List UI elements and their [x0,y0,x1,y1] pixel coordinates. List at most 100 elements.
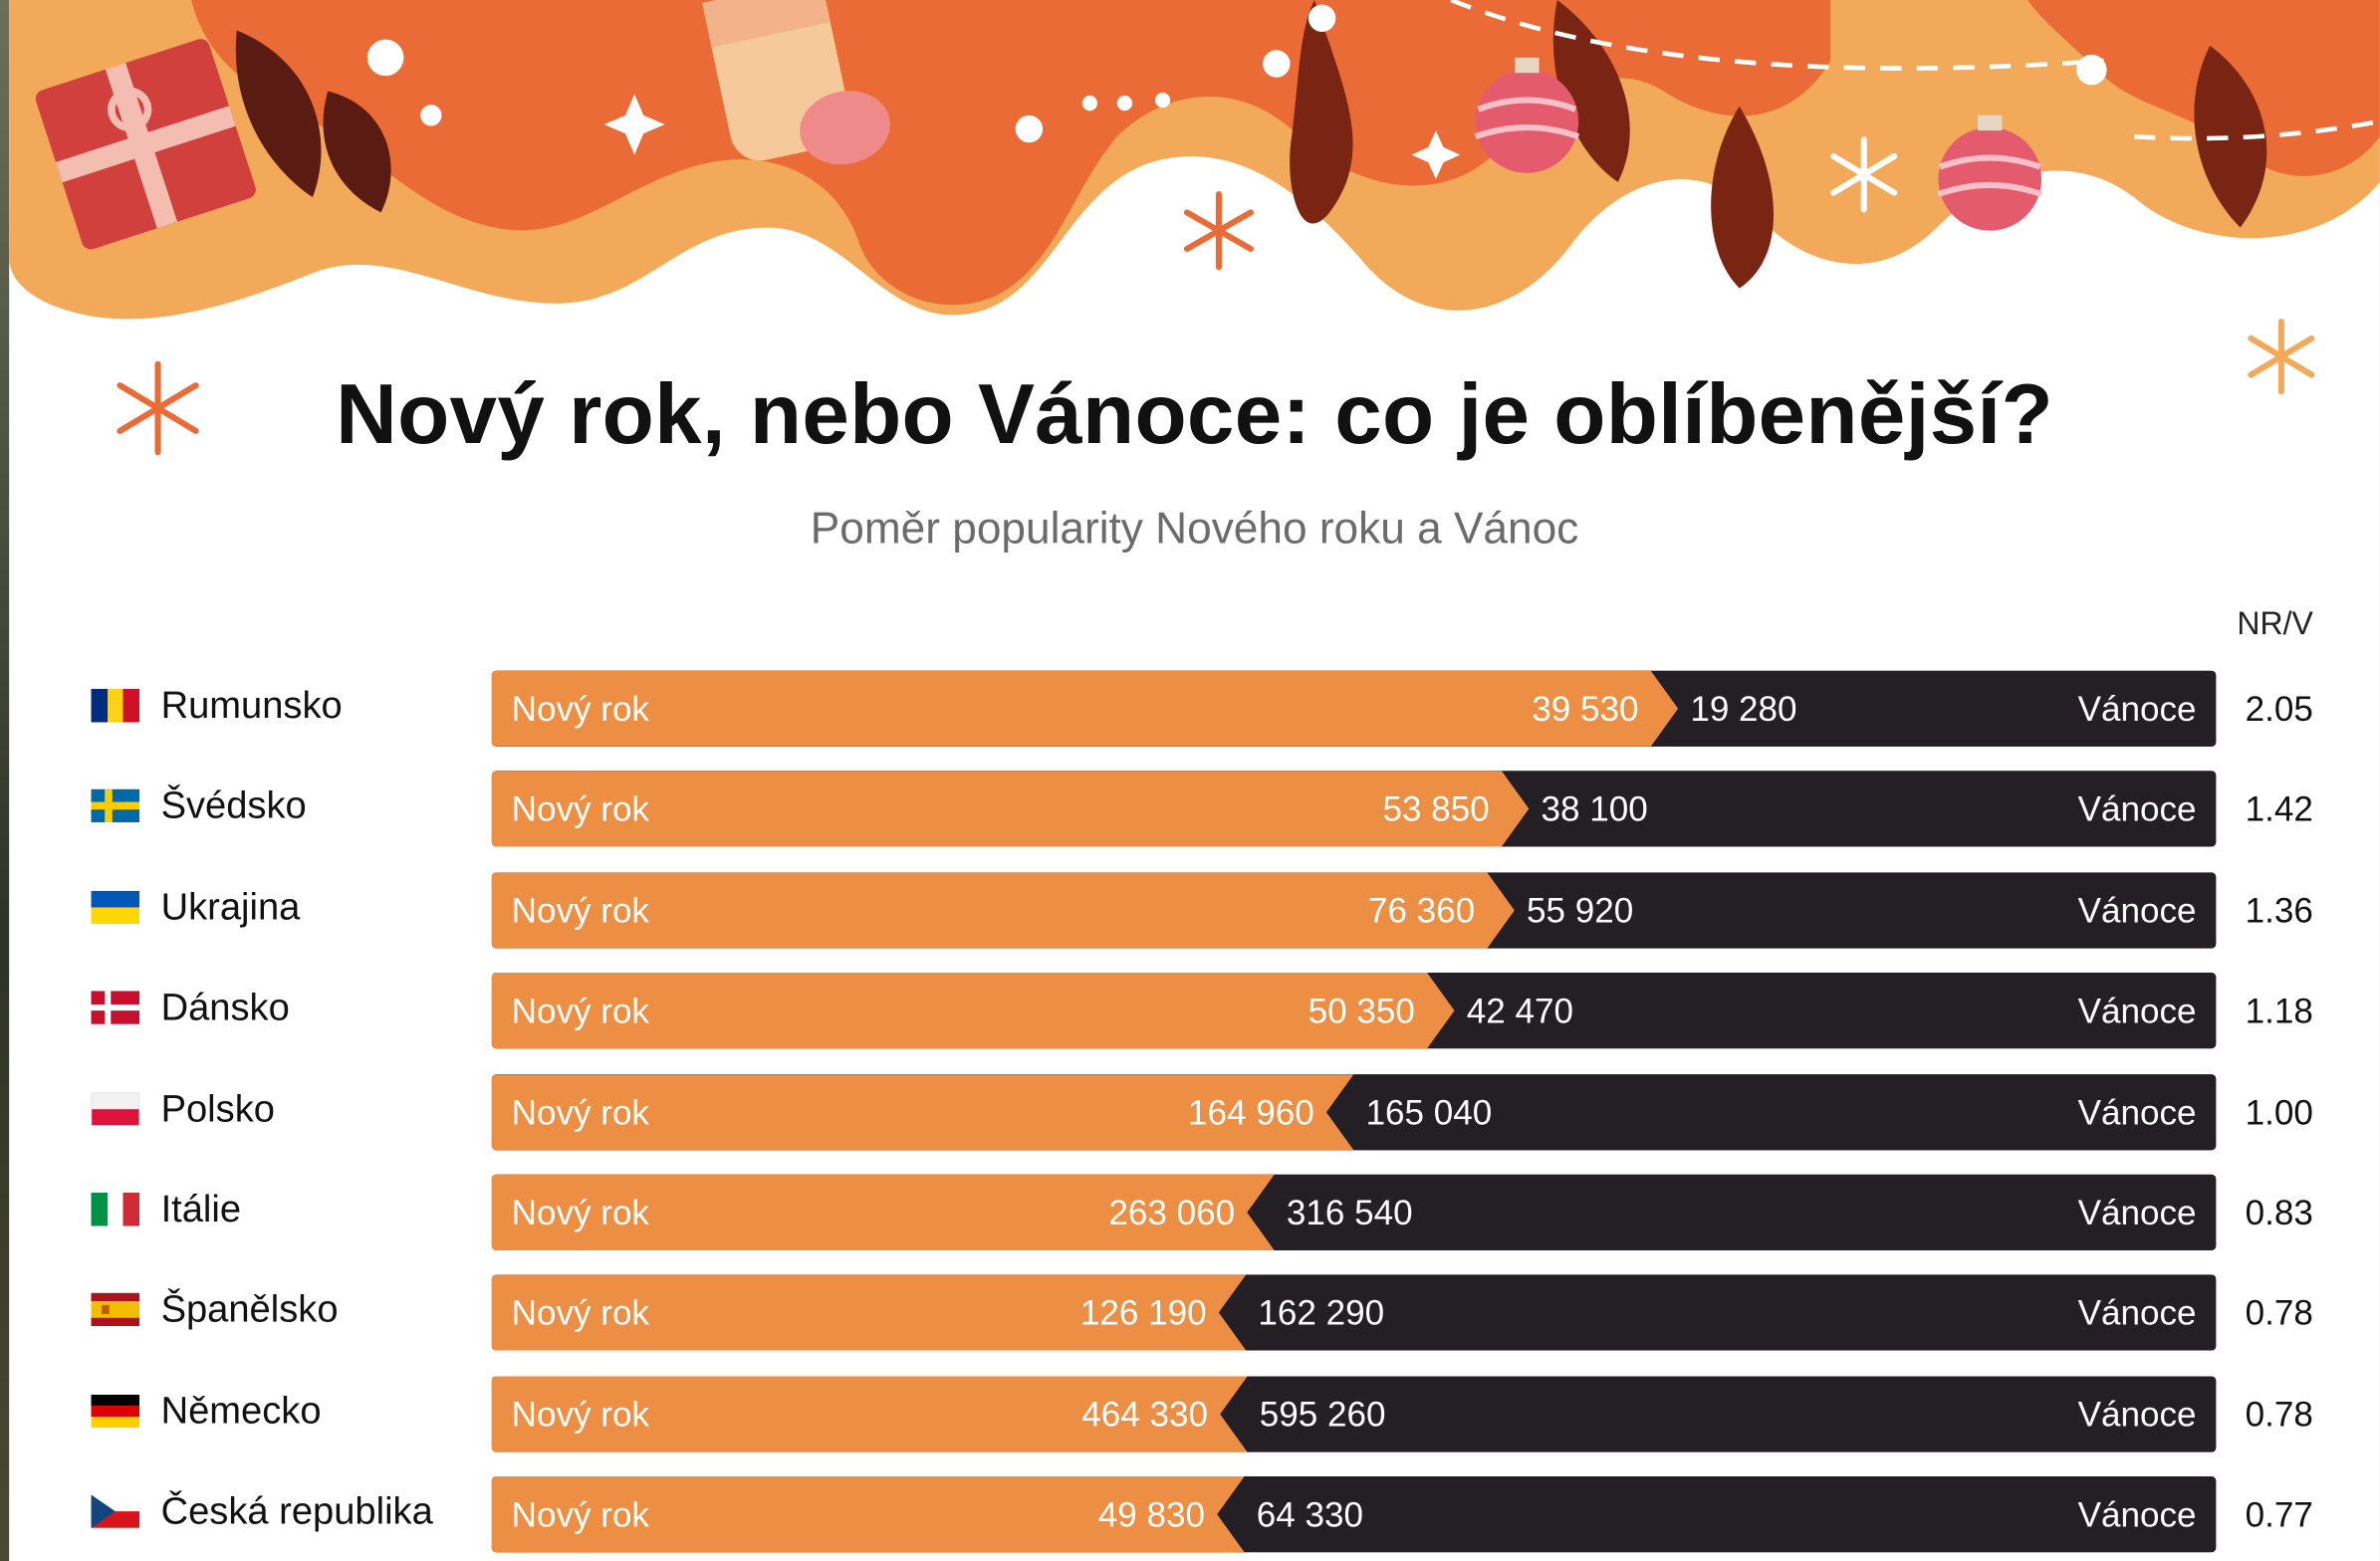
bar-track: Nový rok 164 960 165 040 Vánoce [491,1073,2217,1150]
bar-segments [491,1073,2217,1150]
bar-segments [491,1174,2217,1250]
christmas-series-label: Vánoce [2077,1193,2197,1232]
bar-track: Nový rok 263 060 316 540 Vánoce [491,1174,2217,1250]
romania-flag-icon [91,688,140,723]
christmas-value-label: 19 280 [1690,688,1797,729]
new-year-value-label: 39 530 [1532,688,1639,729]
chart-row: Německo Nový rok 464 330 595 260 Vánoce 0.78 [9,1376,2380,1452]
chart-row: Švédsko Nový rok 53 850 38 100 Vánoce 1.42 [9,771,2380,848]
bar-track: Nový rok 39 530 19 280 Vánoce [491,670,2217,747]
new-year-series-label: Nový rok [511,688,649,729]
new-year-bar [491,1073,1354,1150]
new-year-series-label: Nový rok [511,1494,649,1535]
ukraine-flag-icon [91,890,140,924]
bar-track: Nový rok 126 190 162 290 Vánoce [491,1274,2217,1352]
christmas-series-label: Vánoce [2077,1494,2197,1535]
new-year-series-label: Nový rok [511,1193,649,1232]
czech-flag-icon [91,1494,140,1529]
new-year-bar [491,1274,1247,1352]
christmas-value-label: 64 330 [1256,1494,1364,1535]
chart-row: Itálie Nový rok 263 060 316 540 Vánoce 0.83 [9,1174,2380,1250]
christmas-value-label: 55 920 [1526,890,1634,931]
chart-row: Česká republika Nový rok 49 830 64 330 Vánoc… [9,1476,2380,1553]
ratio-value: 2.05 [2245,688,2313,729]
italy-flag-icon [91,1193,140,1226]
new-year-value-label: 464 330 [1081,1394,1209,1435]
bar-track: Nový rok 53 850 38 100 Vánoce [491,771,2217,848]
country-label: Česká republika [160,1490,433,1533]
christmas-series-label: Vánoce [2077,1091,2197,1132]
new-year-bar [491,1174,1275,1250]
christmas-value-label: 38 100 [1541,789,1648,829]
new-year-series-label: Nový rok [511,789,649,829]
chart-title: Nový rok, nebo Vánoce: co je oblíbenější… [336,365,2053,462]
christmas-series-label: Vánoce [2077,1293,2197,1333]
bar-track: Nový rok 50 350 42 470 Vánoce [491,973,2217,1049]
christmas-value-label: 162 290 [1258,1293,1385,1333]
bar-segments [491,1274,2217,1352]
new-year-value-label: 126 190 [1079,1293,1207,1333]
ratio-value: 1.18 [2245,991,2313,1031]
spain-flag-icon [91,1293,140,1327]
new-year-value-label: 164 960 [1188,1091,1314,1132]
new-year-bar [491,771,1530,848]
new-year-bar [491,973,1455,1049]
christmas-value-label: 165 040 [1365,1091,1493,1132]
country-label: Ukrajina [160,885,301,929]
ratio-value: 1.00 [2245,1091,2313,1132]
chart-row: Polsko Nový rok 164 960 165 040 Vánoce 1.00 [9,1073,2380,1150]
new-year-bar [491,670,1679,747]
new-year-value-label: 50 350 [1308,991,1415,1031]
bar-track: Nový rok 49 830 64 330 Vánoce [491,1476,2217,1553]
country-label: Dánsko [160,987,290,1029]
country-label: Německo [160,1389,322,1433]
new-year-value-label: 49 830 [1097,1494,1206,1535]
ratio-value: 0.78 [2245,1293,2313,1333]
ratio-value: 0.83 [2245,1193,2313,1232]
new-year-value-label: 53 850 [1382,789,1490,829]
bar-segments [491,1376,2217,1452]
christmas-series-label: Vánoce [2077,789,2197,829]
ratio-value: 1.42 [2245,789,2313,829]
chart-row: Ukrajina Nový rok 76 360 55 920 Vánoce 1.36 [9,872,2380,949]
new-year-series-label: Nový rok [511,890,649,931]
country-label: Itálie [160,1188,242,1231]
denmark-flag-icon [91,991,140,1025]
sweden-flag-icon [91,789,140,823]
bar-segments [491,1476,2217,1553]
germany-flag-icon [91,1394,140,1428]
bar-segments [491,872,2217,949]
christmas-series-label: Vánoce [2077,1394,2197,1435]
christmas-series-label: Vánoce [2077,688,2197,729]
ratio-value: 0.78 [2245,1394,2313,1435]
bar-track: Nový rok 76 360 55 920 Vánoce [491,872,2217,949]
christmas-series-label: Vánoce [2077,890,2197,931]
new-year-series-label: Nový rok [511,1293,649,1333]
infographic-panel: Nový rok, nebo Vánoce: co je oblíbenější… [9,0,2380,1561]
new-year-value-label: 263 060 [1108,1193,1236,1232]
new-year-bar [491,872,1515,949]
new-year-series-label: Nový rok [511,1394,649,1435]
christmas-banner-decoration [9,0,2380,456]
new-year-series-label: Nový rok [511,1091,649,1132]
christmas-value-label: 316 540 [1286,1193,1413,1232]
new-year-bar [491,1376,1248,1452]
ratio-value: 1.36 [2245,890,2313,931]
poland-flag-icon [91,1091,140,1126]
ratio-value: 0.77 [2245,1494,2313,1535]
country-label: Švédsko [160,784,307,828]
new-year-bar [491,1476,1245,1553]
ratio-column-header: NR/V [2237,606,2313,642]
bar-segments [491,973,2217,1049]
country-label: Rumunsko [160,684,343,728]
bar-segments [491,670,2217,747]
chart-row: Rumunsko Nový rok 39 530 19 280 Vánoce 2.05 [9,670,2380,747]
bar-segments [491,771,2217,848]
chart-row: Dánsko Nový rok 50 350 42 470 Vánoce 1.18 [9,973,2380,1049]
chart-subtitle: Poměr popularity Nového roku a Vánoc [810,505,1579,555]
country-label: Polsko [160,1087,275,1130]
christmas-series-label: Vánoce [2077,991,2197,1031]
new-year-series-label: Nový rok [511,991,649,1031]
